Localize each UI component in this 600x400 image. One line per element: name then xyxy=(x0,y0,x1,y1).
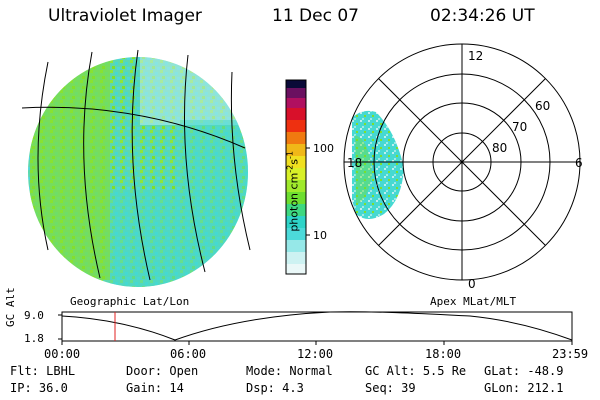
polar-map-label: Apex MLat/MLT xyxy=(430,295,517,308)
colorbar-unit-label: photon cm-2s-1 xyxy=(285,151,301,232)
timeline-xtick-1800: 18:00 xyxy=(425,347,462,361)
timeline-xtick-2359: 23:59 xyxy=(552,347,589,361)
status-seq: Seq: 39 xyxy=(365,381,416,395)
mlt-label-0: 0 xyxy=(468,277,476,291)
mlt-label-18: 18 xyxy=(347,156,362,170)
timeline-ytick-high: 9.0 xyxy=(24,309,44,322)
timeline-xtick-1200: 12:00 xyxy=(297,347,334,361)
status-glat: GLat: -48.9 xyxy=(484,364,564,378)
time-label: 02:34:26 UT xyxy=(430,6,535,26)
instrument-title: Ultraviolet Imager xyxy=(48,6,202,26)
status-glon: GLon: 212.1 xyxy=(484,381,564,395)
geographic-disk xyxy=(21,49,251,287)
status-gc-alt: GC Alt: 5.5 Re xyxy=(365,364,467,378)
geographic-map-label: Geographic Lat/Lon xyxy=(70,295,190,308)
timeline-xtick-0600: 06:00 xyxy=(170,347,207,361)
status-ip: IP: 36.0 xyxy=(10,381,68,395)
status-door: Door: Open xyxy=(126,364,199,378)
mlat-label-80: 80 xyxy=(492,141,507,155)
mlt-label-6: 6 xyxy=(575,156,583,170)
mlat-label-70: 70 xyxy=(512,120,527,134)
colorbar-tick-10: 10 xyxy=(313,229,327,242)
status-gain: Gain: 14 xyxy=(126,381,184,395)
status-dsp: Dsp: 4.3 xyxy=(246,381,304,395)
altitude-timeline xyxy=(58,311,573,345)
mlat-label-60: 60 xyxy=(535,99,550,113)
mlt-label-12: 12 xyxy=(468,49,483,63)
status-mode: Mode: Normal xyxy=(246,364,333,378)
timeline-ylabel: GC Alt xyxy=(4,287,17,327)
date-label: 11 Dec 07 xyxy=(272,6,359,26)
timeline-xtick-0000: 00:00 xyxy=(44,347,81,361)
colorbar-tick-100: 100 xyxy=(313,142,334,155)
timeline-ytick-low: 1.8 xyxy=(24,332,44,345)
status-flt: Flt: LBHL xyxy=(10,364,76,378)
color-scale-bar: 100 10 xyxy=(285,79,334,275)
polar-plot: 12 18 6 0 60 70 80 xyxy=(343,43,583,291)
